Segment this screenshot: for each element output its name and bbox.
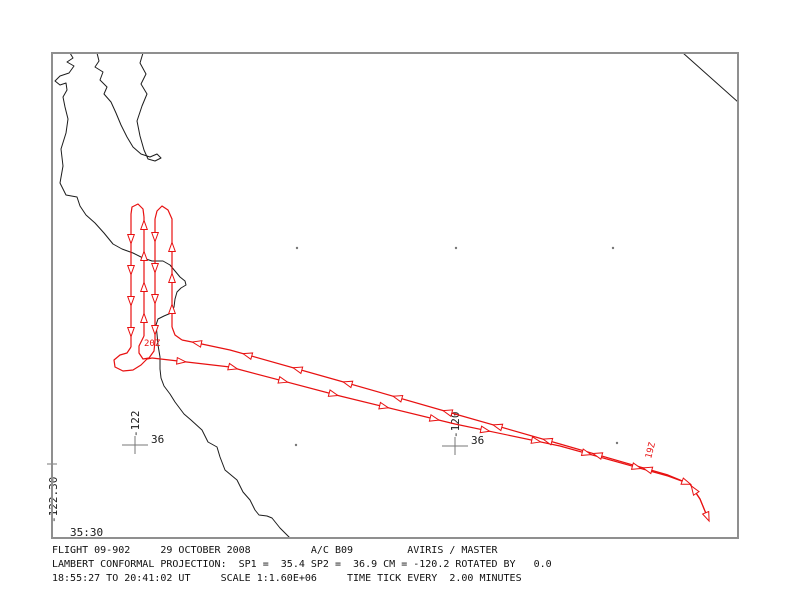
time-tick-arrow <box>391 395 404 403</box>
longitude-label: -122 <box>129 411 142 438</box>
flight-track-turn-2-1 <box>130 203 145 221</box>
footer-time-scale-info: 18:55:27 TO 20:41:02 UT SCALE 1:1.60E+06… <box>52 573 522 584</box>
corner-latitude-label: 35:30 <box>70 526 103 539</box>
time-tick-arrow <box>150 263 160 275</box>
flight-track-turn-4-3 <box>154 205 173 230</box>
time-tick-arrow <box>139 280 149 292</box>
time-tick-arrow <box>190 340 203 348</box>
track-time-label: 20Z <box>144 339 161 349</box>
footer: FLIGHT 09-902 29 OCTOBER 2008 A/C B09 AV… <box>52 544 552 586</box>
time-tick-arrow <box>291 366 304 375</box>
time-tick-arrow <box>150 232 160 244</box>
time-tick-arrow <box>441 409 454 418</box>
time-tick-arrow <box>126 265 136 277</box>
latitude-label: 36 <box>151 433 164 446</box>
time-tick-arrow <box>277 375 290 384</box>
time-tick-arrow <box>591 452 604 460</box>
flight-track-turn-in <box>171 326 183 341</box>
time-tick-arrow <box>491 423 504 432</box>
footer-projection-info: LAMBERT CONFORMAL PROJECTION: SP1 = 35.4… <box>52 559 552 570</box>
track-time-label: 19Z <box>644 441 658 460</box>
flight-track-outbound-diagonal <box>151 357 708 517</box>
time-tick-arrow <box>641 466 654 475</box>
map-border <box>51 52 739 539</box>
time-tick-arrow <box>378 401 390 410</box>
time-tick-arrow <box>428 413 441 422</box>
flight-track-turn-out <box>113 346 153 372</box>
time-tick-arrow <box>341 380 354 389</box>
time-tick-arrow <box>680 477 693 485</box>
time-tick-arrow <box>175 356 188 365</box>
time-tick-arrow <box>630 462 643 470</box>
time-tick-arrow <box>139 218 149 230</box>
flight-track-inbound-diagonal <box>181 339 708 517</box>
time-tick-arrow <box>150 294 160 306</box>
time-tick-arrow <box>167 271 177 283</box>
time-tick-arrow <box>541 437 554 446</box>
time-tick-arrow <box>167 302 177 314</box>
time-tick-arrow <box>126 234 136 246</box>
graticule-dot <box>615 441 619 445</box>
coastline-path <box>94 53 162 162</box>
state-border-line <box>682 53 738 103</box>
time-tick-arrow <box>580 448 593 456</box>
time-tick-arrow <box>479 425 492 434</box>
time-tick-arrow <box>139 249 149 261</box>
time-tick-arrow <box>126 296 136 308</box>
graticule-dot <box>295 246 299 250</box>
time-tick-arrow <box>150 325 160 337</box>
corner-longitude-label: -122:30 <box>47 477 60 523</box>
graticule-dot <box>611 246 615 250</box>
map-content: -122 36 -120 36 20Z 19Z <box>54 53 738 538</box>
coastline-path <box>54 53 291 538</box>
time-tick-arrow <box>227 362 239 371</box>
time-tick-arrow <box>241 352 254 361</box>
latitude-label: 36 <box>471 434 484 447</box>
time-tick-arrow <box>327 389 340 397</box>
graticule-dot <box>454 246 458 250</box>
footer-flight-info: FLIGHT 09-902 29 OCTOBER 2008 A/C B09 AV… <box>52 545 498 556</box>
time-tick-arrow <box>139 311 149 323</box>
time-tick-arrow <box>530 436 543 444</box>
flight-track-turn-3-2 <box>138 335 156 360</box>
time-tick-arrow <box>126 327 136 339</box>
longitude-label: -120 <box>449 412 462 439</box>
time-tick-arrow <box>690 484 700 497</box>
time-tick-arrow <box>167 240 177 252</box>
graticule-dot <box>294 443 298 447</box>
time-tick-arrow <box>701 510 710 523</box>
